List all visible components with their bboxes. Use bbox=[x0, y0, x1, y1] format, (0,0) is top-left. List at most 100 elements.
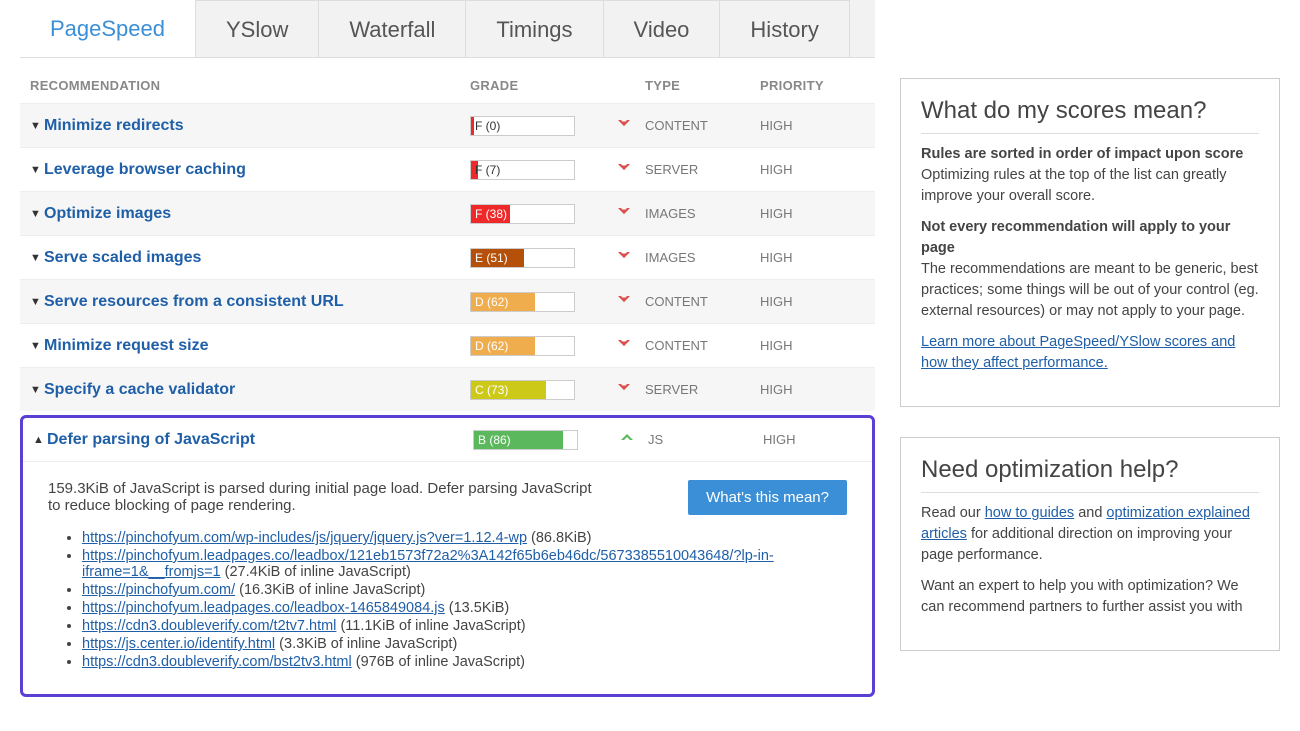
whats-this-mean-button[interactable]: What's this mean? bbox=[688, 480, 847, 515]
priority-cell: HIGH bbox=[760, 162, 865, 177]
tab-pagespeed[interactable]: PageSpeed bbox=[20, 0, 196, 57]
type-cell: IMAGES bbox=[645, 206, 760, 221]
sidebar-box-scores: What do my scores mean? Rules are sorted… bbox=[900, 78, 1280, 407]
grade-cell: D (62) bbox=[470, 292, 615, 312]
resource-size: (11.1KiB of inline JavaScript) bbox=[336, 618, 525, 634]
grade-cell: E (51) bbox=[470, 248, 615, 268]
priority-cell: HIGH bbox=[760, 338, 865, 353]
type-cell: CONTENT bbox=[645, 338, 760, 353]
caret-down-icon: ▼ bbox=[30, 340, 44, 352]
resource-link[interactable]: https://js.center.io/identify.html bbox=[82, 636, 275, 652]
list-item: https://js.center.io/identify.html (3.3K… bbox=[82, 636, 847, 652]
resource-link[interactable]: https://pinchofyum.leadpages.co/leadbox/… bbox=[82, 548, 774, 580]
sidebar-title: Need optimization help? bbox=[921, 456, 1259, 493]
recommendation-link[interactable]: Minimize redirects bbox=[44, 117, 470, 135]
recommendation-link[interactable]: Leverage browser caching bbox=[44, 161, 470, 179]
grade-label: F (0) bbox=[475, 119, 500, 133]
tab-history[interactable]: History bbox=[720, 0, 849, 57]
chevron-down-icon bbox=[615, 378, 645, 401]
table-row[interactable]: ▼Minimize request sizeD (62) CONTENTHIGH bbox=[20, 323, 875, 367]
table-row[interactable]: ▼Leverage browser caching F (7) SERVERHIGH bbox=[20, 147, 875, 191]
tab-video[interactable]: Video bbox=[604, 0, 721, 57]
type-cell: CONTENT bbox=[645, 118, 760, 133]
tab-waterfall[interactable]: Waterfall bbox=[319, 0, 466, 57]
list-item: https://pinchofyum.leadpages.co/leadbox-… bbox=[82, 600, 847, 616]
caret-down-icon: ▼ bbox=[30, 252, 44, 264]
priority-cell: HIGH bbox=[760, 250, 865, 265]
expanded-panel: 159.3KiB of JavaScript is parsed during … bbox=[23, 461, 872, 694]
type-cell: CONTENT bbox=[645, 294, 760, 309]
header-type: TYPE bbox=[645, 78, 760, 93]
header-priority: PRIORITY bbox=[760, 78, 865, 93]
type-cell: SERVER bbox=[645, 382, 760, 397]
caret-down-icon: ▼ bbox=[30, 296, 44, 308]
resource-link[interactable]: https://cdn3.doubleverify.com/bst2tv3.ht… bbox=[82, 654, 352, 670]
resource-link[interactable]: https://cdn3.doubleverify.com/t2tv7.html bbox=[82, 618, 336, 634]
resource-size: (16.3KiB of inline JavaScript) bbox=[235, 582, 425, 598]
expanded-row: ▲Defer parsing of JavaScriptB (86)JSHIGH… bbox=[20, 415, 875, 697]
table-row[interactable]: ▼Serve scaled imagesE (51) IMAGESHIGH bbox=[20, 235, 875, 279]
caret-down-icon: ▼ bbox=[30, 164, 44, 176]
grade-bar: F (0) bbox=[470, 116, 575, 136]
list-item: https://pinchofyum.leadpages.co/leadbox/… bbox=[82, 548, 847, 580]
sidebar-bold: Not every recommendation will apply to y… bbox=[921, 219, 1230, 256]
grade-bar: B (86) bbox=[473, 430, 578, 450]
tabs-bar: PageSpeedYSlowWaterfallTimingsVideoHisto… bbox=[20, 0, 875, 58]
tab-yslow[interactable]: YSlow bbox=[196, 0, 319, 57]
table-row[interactable]: ▼Optimize imagesF (38) IMAGESHIGH bbox=[20, 191, 875, 235]
sidebar-text: for additional direction on improving yo… bbox=[921, 526, 1232, 563]
table-header: RECOMMENDATION GRADE TYPE PRIORITY bbox=[20, 58, 875, 103]
sidebar-box-help: Need optimization help? Read our how to … bbox=[900, 437, 1280, 651]
main-column: PageSpeedYSlowWaterfallTimingsVideoHisto… bbox=[20, 0, 875, 697]
grade-bar: F (7) bbox=[470, 160, 575, 180]
recommendation-link[interactable]: Defer parsing of JavaScript bbox=[47, 431, 473, 449]
caret-down-icon: ▼ bbox=[30, 384, 44, 396]
list-item: https://pinchofyum.com/wp-includes/js/jq… bbox=[82, 530, 847, 546]
sidebar: What do my scores mean? Rules are sorted… bbox=[900, 0, 1280, 697]
sidebar-text: Optimizing rules at the top of the list … bbox=[921, 167, 1226, 204]
recommendation-link[interactable]: Optimize images bbox=[44, 205, 470, 223]
grade-bar: D (62) bbox=[470, 292, 575, 312]
sidebar-link-learn-more[interactable]: Learn more about PageSpeed/YSlow scores … bbox=[921, 334, 1235, 371]
resource-size: (976B of inline JavaScript) bbox=[352, 654, 525, 670]
resource-link[interactable]: https://pinchofyum.com/wp-includes/js/jq… bbox=[82, 530, 527, 546]
priority-cell: HIGH bbox=[760, 206, 865, 221]
table-row[interactable]: ▼Specify a cache validatorC (73)SERVERHI… bbox=[20, 367, 875, 411]
resource-link[interactable]: https://pinchofyum.com/ bbox=[82, 582, 235, 598]
sidebar-link-guides[interactable]: how to guides bbox=[985, 505, 1074, 521]
sidebar-text: Want an expert to help you with optimiza… bbox=[921, 576, 1259, 618]
grade-bar: F (38) bbox=[470, 204, 575, 224]
recommendation-link[interactable]: Specify a cache validator bbox=[44, 381, 470, 399]
sidebar-title: What do my scores mean? bbox=[921, 97, 1259, 134]
list-item: https://cdn3.doubleverify.com/t2tv7.html… bbox=[82, 618, 847, 634]
resource-link[interactable]: https://pinchofyum.leadpages.co/leadbox-… bbox=[82, 600, 445, 616]
table-row[interactable]: ▼Serve resources from a consistent URLD … bbox=[20, 279, 875, 323]
grade-bar: D (62) bbox=[470, 336, 575, 356]
caret-down-icon: ▼ bbox=[30, 120, 44, 132]
sidebar-bold: Rules are sorted in order of impact upon… bbox=[921, 146, 1243, 162]
resource-list: https://pinchofyum.com/wp-includes/js/jq… bbox=[48, 530, 847, 670]
grade-cell: F (7) bbox=[470, 160, 615, 180]
grade-cell: F (38) bbox=[470, 204, 615, 224]
sidebar-text: and bbox=[1074, 505, 1106, 521]
type-cell: SERVER bbox=[645, 162, 760, 177]
chevron-down-icon bbox=[615, 158, 645, 181]
grade-cell: F (0) bbox=[470, 116, 615, 136]
table-row[interactable]: ▲Defer parsing of JavaScriptB (86)JSHIGH bbox=[23, 418, 872, 461]
chevron-down-icon bbox=[615, 114, 645, 137]
recommendation-link[interactable]: Serve scaled images bbox=[44, 249, 470, 267]
table-row[interactable]: ▼Minimize redirectsF (0)CONTENTHIGH bbox=[20, 103, 875, 147]
list-item: https://pinchofyum.com/ (16.3KiB of inli… bbox=[82, 582, 847, 598]
recommendation-link[interactable]: Minimize request size bbox=[44, 337, 470, 355]
header-grade: GRADE bbox=[470, 78, 645, 93]
priority-cell: HIGH bbox=[760, 294, 865, 309]
tab-timings[interactable]: Timings bbox=[466, 0, 603, 57]
resource-size: (86.8KiB) bbox=[527, 530, 591, 546]
list-item: https://cdn3.doubleverify.com/bst2tv3.ht… bbox=[82, 654, 847, 670]
grade-label: F (7) bbox=[475, 163, 500, 177]
caret-down-icon: ▼ bbox=[30, 208, 44, 220]
chevron-down-icon bbox=[615, 334, 645, 357]
chevron-up-icon bbox=[618, 428, 648, 451]
recommendation-link[interactable]: Serve resources from a consistent URL bbox=[44, 293, 470, 311]
type-cell: IMAGES bbox=[645, 250, 760, 265]
